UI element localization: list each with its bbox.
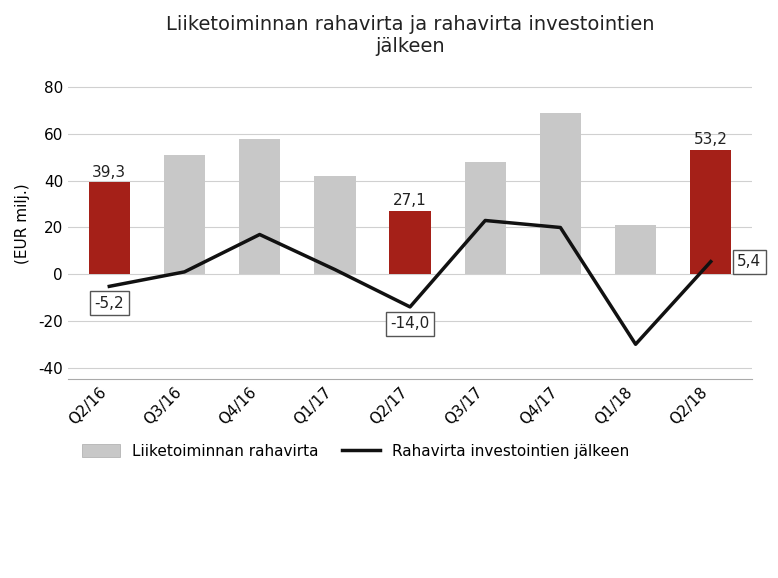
Bar [164, 155, 205, 274]
Bar [389, 211, 431, 274]
Bar [690, 150, 731, 274]
Bar [314, 176, 356, 274]
Text: -14,0: -14,0 [391, 316, 429, 331]
Text: 27,1: 27,1 [393, 193, 427, 208]
Text: 39,3: 39,3 [93, 165, 126, 180]
Bar [540, 113, 581, 274]
Text: -5,2: -5,2 [94, 296, 124, 311]
Bar [464, 162, 506, 274]
Bar [615, 225, 657, 274]
Y-axis label: (EUR milj.): (EUR milj.) [15, 184, 30, 264]
Title: Liiketoiminnan rahavirta ja rahavirta investointien
jälkeen: Liiketoiminnan rahavirta ja rahavirta in… [166, 15, 654, 56]
Bar [89, 183, 130, 274]
Text: 5,4: 5,4 [737, 254, 761, 269]
Bar [239, 139, 280, 274]
Text: 53,2: 53,2 [694, 132, 727, 147]
Legend: Liiketoiminnan rahavirta, Rahavirta investointien jälkeen: Liiketoiminnan rahavirta, Rahavirta inve… [75, 438, 636, 465]
